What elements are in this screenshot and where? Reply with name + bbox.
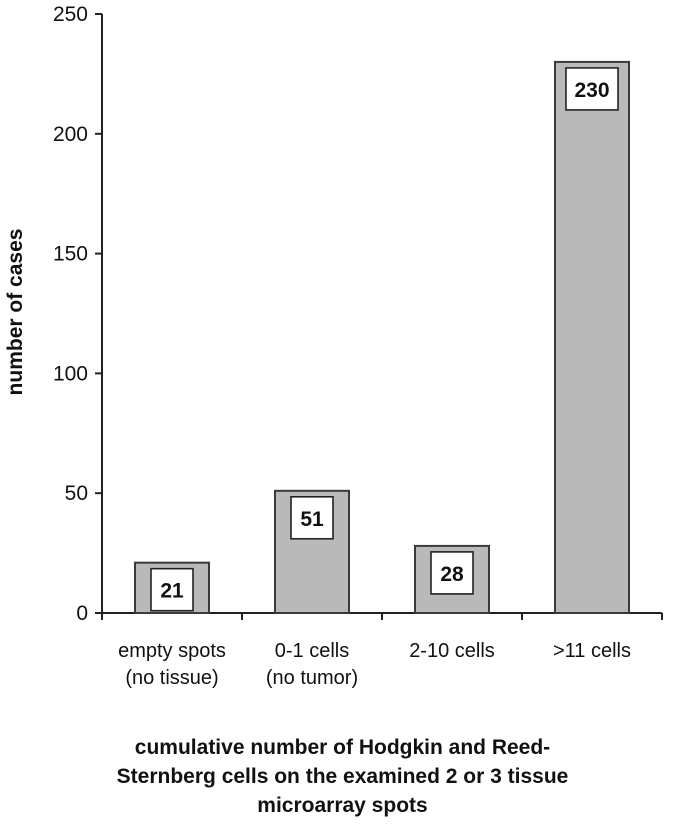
x-axis-title-line: cumulative number of Hodgkin and Reed- [134, 736, 551, 759]
x-axis [101, 612, 663, 620]
y-tick-label: 250 [53, 3, 88, 26]
y-tick-label: 100 [53, 362, 88, 385]
y-tick-label: 200 [53, 123, 88, 146]
category-label: 2-10 cells [409, 640, 495, 662]
bar [274, 489, 350, 614]
y-axis-title: number of cases [4, 229, 27, 396]
category-label: >11 cells [553, 640, 631, 662]
category-label: 0-1 cells [275, 640, 349, 662]
data-label: 28 [440, 563, 464, 586]
data-label: 230 [574, 79, 609, 102]
x-axis-title-line: microarray spots [257, 794, 428, 817]
y-tick-label: 50 [65, 482, 88, 505]
category-label: (no tumor) [266, 667, 358, 689]
data-label: 21 [160, 580, 184, 603]
y-axis: 0 50 100 150 200 250 [53, 3, 103, 625]
data-label-box [150, 567, 194, 612]
y-tick-label: 0 [76, 602, 88, 625]
y-tick-label: 150 [53, 243, 88, 266]
category-label: (no tissue) [125, 667, 218, 689]
x-axis-title-line: Sternberg cells on the examined 2 or 3 t… [116, 765, 569, 788]
data-labels: 21 51 28 230 [150, 67, 619, 612]
bars [134, 60, 630, 615]
data-label: 51 [300, 508, 324, 531]
data-label-box [565, 67, 619, 111]
data-label-box [430, 551, 474, 595]
bar [554, 60, 630, 615]
x-axis-title: cumulative number of Hodgkin and Reed- S… [40, 733, 645, 820]
data-label-box [290, 496, 334, 540]
category-label: empty spots [118, 640, 226, 662]
category-labels: empty spots (no tissue) 0-1 cells (no tumor… [118, 640, 631, 689]
